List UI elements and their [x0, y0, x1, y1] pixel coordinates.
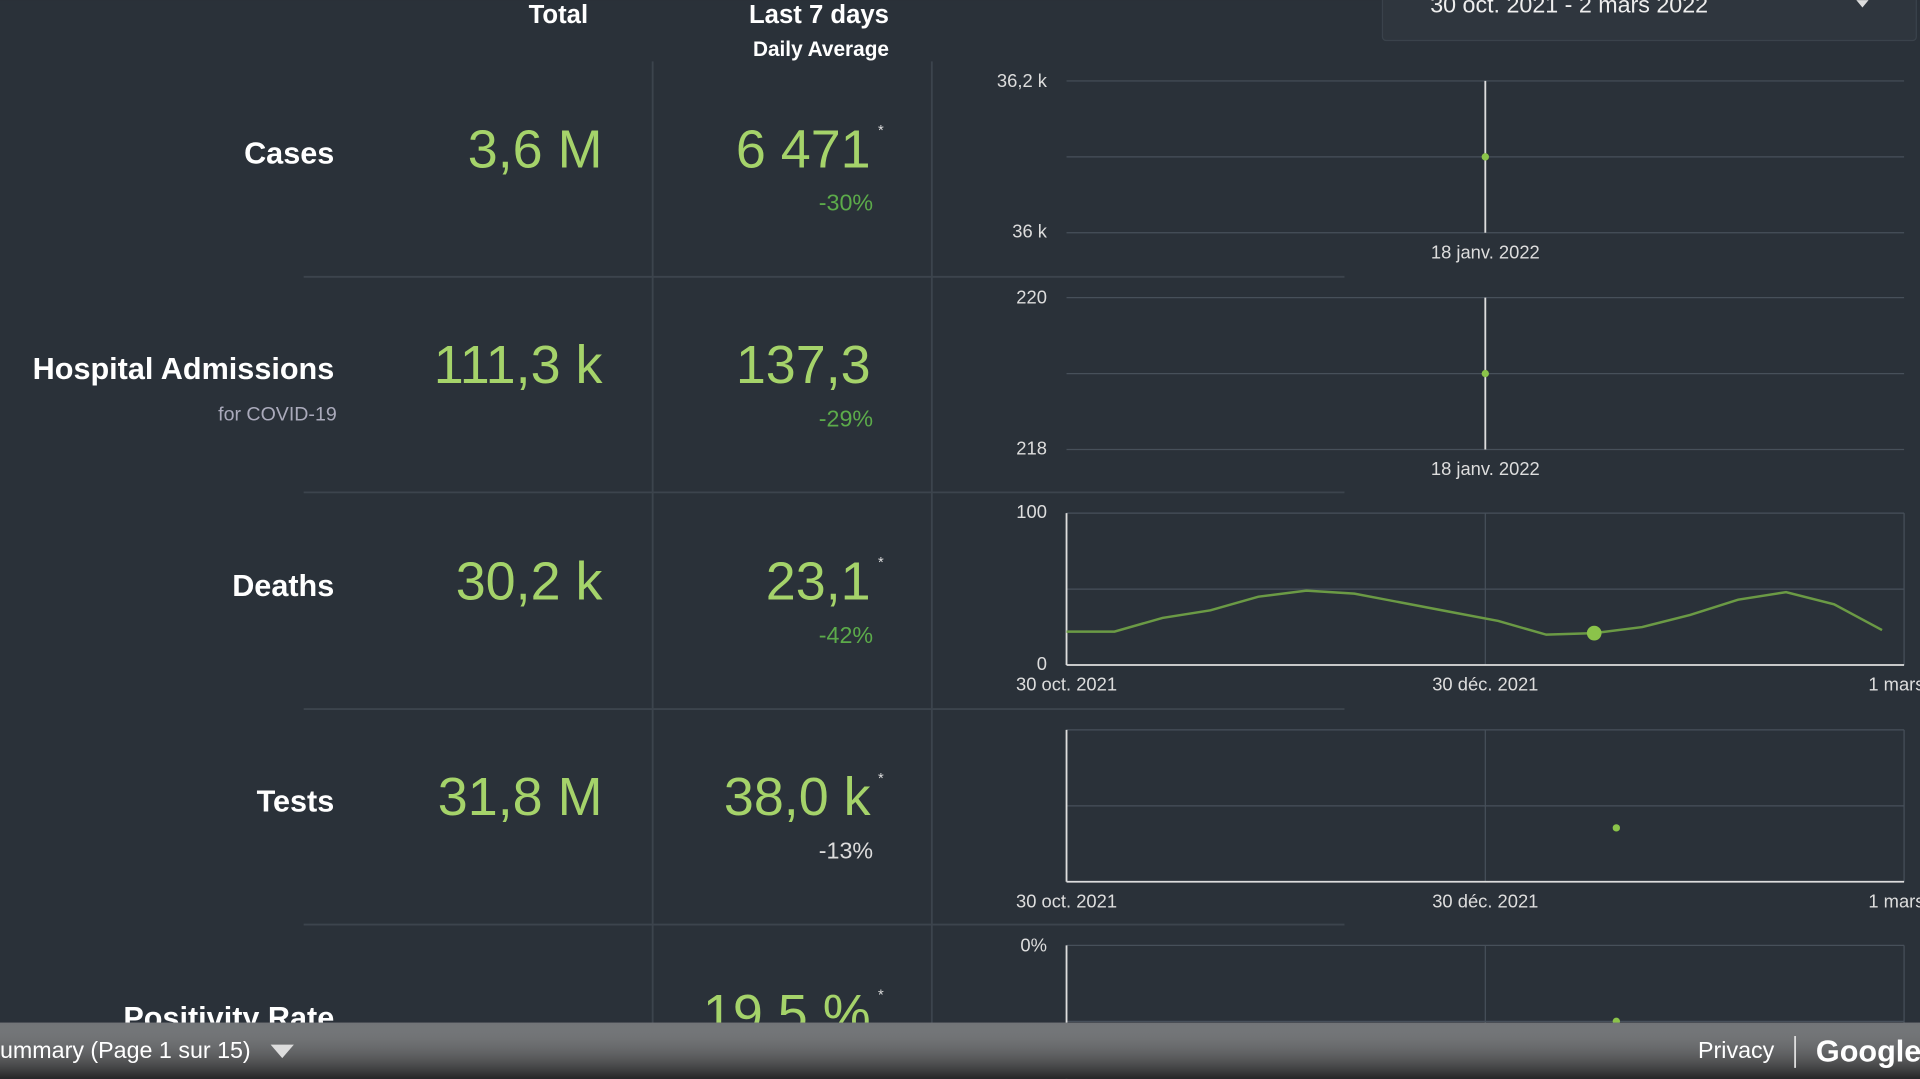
page-menu-arrow[interactable]: [270, 1044, 294, 1059]
row-label: Tests: [257, 784, 335, 818]
x-tick-label: 30 déc. 2021: [1432, 890, 1538, 911]
average-value: 23,1: [766, 552, 871, 612]
row-sublabel: for COVID-19: [218, 403, 337, 425]
change-value: -29%: [819, 405, 873, 431]
deaths-line: [1066, 589, 1883, 636]
x-tick-label: 18 janv. 2022: [1431, 458, 1540, 479]
average-value: 6 471: [736, 119, 871, 179]
y-tick-label: 0%: [1020, 934, 1047, 955]
header-last7: Last 7 days: [749, 1, 889, 29]
point: [1612, 824, 1620, 832]
privacy-link[interactable]: Privacy: [1698, 1037, 1775, 1063]
y-tick-label: 220: [1016, 287, 1047, 308]
row-label: Hospital Admissions: [33, 352, 335, 386]
change-value: -30%: [819, 190, 873, 216]
total-value: 30,2 k: [456, 552, 604, 612]
point: [1481, 153, 1489, 161]
row-label: Deaths: [232, 569, 334, 603]
total-value: 3,6 M: [468, 119, 603, 179]
asterisk: *: [878, 771, 884, 787]
average-value: 137,3: [736, 335, 871, 395]
dropdown-arrow[interactable]: [1856, 0, 1869, 8]
point: [1481, 369, 1489, 378]
brand: Google: [1816, 1034, 1920, 1068]
page-indicator[interactable]: ummary (Page 1 sur 15): [0, 1037, 251, 1063]
asterisk: *: [878, 987, 884, 1003]
total-value: 111,3 k: [434, 335, 604, 395]
y-tick-label: 0: [1037, 653, 1047, 674]
asterisk: *: [878, 123, 884, 139]
average-value: 38,0 k: [724, 767, 872, 827]
asterisk: *: [878, 555, 884, 571]
x-tick-label: 30 oct. 2021: [1016, 674, 1117, 695]
x-tick-label: 30 déc. 2021: [1432, 674, 1538, 695]
x-tick-label: 18 janv. 2022: [1431, 241, 1540, 262]
row-label: Cases: [244, 137, 334, 171]
total-value: 31,8 M: [438, 767, 603, 827]
y-tick-label: 218: [1016, 437, 1047, 458]
date-dropdown[interactable]: [1381, 0, 1917, 42]
change-value: -13%: [819, 837, 873, 863]
y-tick-label: 36 k: [1012, 221, 1048, 242]
x-tick-label: 1 mars 2: [1868, 674, 1920, 695]
current-point: [1586, 625, 1602, 641]
y-tick-label: 100: [1016, 501, 1047, 522]
x-tick-label: 30 oct. 2021: [1016, 890, 1117, 911]
y-tick-label: 36,2 k: [997, 70, 1048, 91]
header-total: Total: [529, 1, 589, 29]
date-range[interactable]: 30 oct. 2021 - 2 mars 2022: [1430, 0, 1708, 17]
header-daily-average: Daily Average: [753, 38, 889, 61]
change-value: -42%: [819, 622, 873, 648]
x-tick-label: 1 mars 2: [1868, 890, 1920, 911]
footer-shade: [0, 1022, 1920, 1079]
